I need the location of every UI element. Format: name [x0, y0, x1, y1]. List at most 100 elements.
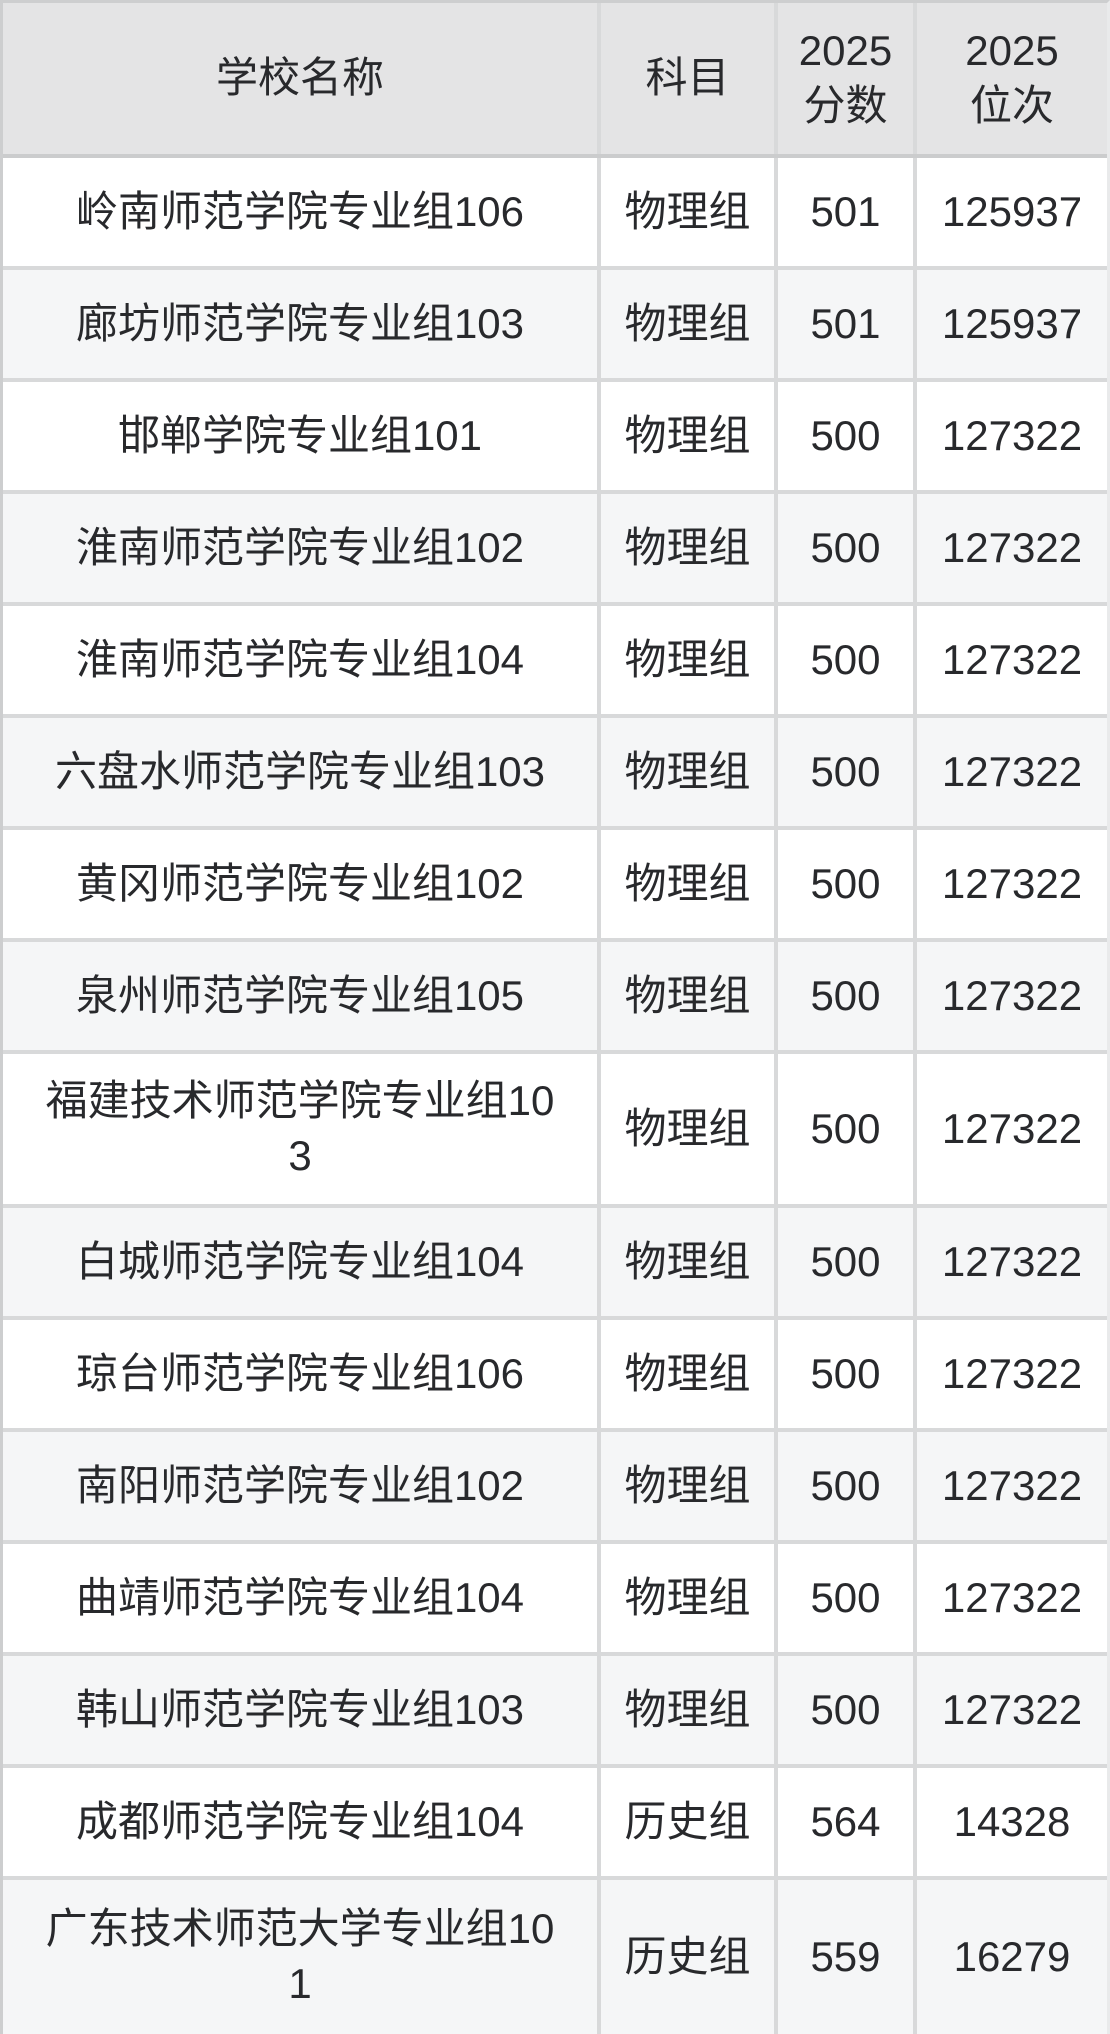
cell-rank: 127322 [917, 382, 1107, 490]
cell-rank-text: 127322 [941, 411, 1083, 459]
cell-school: 淮南师范学院专业组104 [3, 606, 601, 714]
cell-score: 500 [778, 494, 917, 602]
column-header-rank-2025: 2025 位次 [917, 3, 1107, 154]
cell-school-text: 淮南师范学院专业组104 [75, 635, 525, 683]
cell-subject-text: 物理组 [624, 187, 751, 235]
table-row: 福建技术师范学院专业组103 物理组 500 127322 [3, 1054, 1107, 1208]
cell-subject-text: 历史组 [624, 1797, 751, 1845]
cell-rank-text: 125937 [941, 299, 1083, 347]
cell-rank: 127322 [917, 718, 1107, 826]
cell-rank: 127322 [917, 1320, 1107, 1428]
cell-score: 500 [778, 830, 917, 938]
cell-subject-text: 物理组 [624, 635, 751, 683]
cell-school: 淮南师范学院专业组102 [3, 494, 601, 602]
cell-score: 564 [778, 1768, 917, 1876]
cell-subject: 物理组 [601, 1544, 778, 1652]
cell-score-text: 501 [810, 299, 881, 347]
cell-score: 501 [778, 270, 917, 378]
cell-subject-text: 物理组 [624, 1685, 751, 1733]
cell-school-text: 广东技术师范大学专业组101 [45, 1905, 555, 2007]
cell-school: 广东技术师范大学专业组101 [3, 1880, 601, 2034]
cell-school-text: 六盘水师范学院专业组103 [54, 747, 546, 795]
cell-school: 韩山师范学院专业组103 [3, 1656, 601, 1764]
cell-rank: 127322 [917, 494, 1107, 602]
cell-score-text: 500 [810, 411, 881, 459]
cell-rank: 127322 [917, 830, 1107, 938]
cell-score: 500 [778, 382, 917, 490]
cell-score-text: 501 [810, 187, 881, 235]
cell-score-text: 500 [810, 747, 881, 795]
cell-rank-text: 127322 [941, 1461, 1083, 1509]
cell-rank: 125937 [917, 270, 1107, 378]
cell-subject-text: 物理组 [624, 859, 751, 907]
table-row: 六盘水师范学院专业组103 物理组 500 127322 [3, 718, 1107, 830]
cell-subject: 物理组 [601, 494, 778, 602]
cell-rank: 16279 [917, 1880, 1107, 2034]
cell-subject-text: 物理组 [624, 299, 751, 347]
cell-score-text: 500 [810, 1237, 881, 1285]
cell-school-text: 淮南师范学院专业组102 [75, 523, 525, 571]
cell-school-text: 白城师范学院专业组104 [75, 1237, 525, 1285]
cell-score-text: 559 [810, 1932, 881, 1980]
cell-school-text: 泉州师范学院专业组105 [75, 971, 525, 1019]
cell-subject: 物理组 [601, 1320, 778, 1428]
cell-rank: 127322 [917, 942, 1107, 1050]
column-header-subject: 科目 [601, 3, 778, 154]
cell-subject-text: 物理组 [624, 1104, 751, 1152]
cell-school-text: 黄冈师范学院专业组102 [75, 859, 525, 907]
cell-subject-text: 物理组 [624, 1349, 751, 1397]
cell-score: 500 [778, 1432, 917, 1540]
cell-score: 500 [778, 1054, 917, 1204]
column-header-subject-text: 科目 [645, 54, 730, 102]
cell-subject-text: 物理组 [624, 1461, 751, 1509]
cell-score: 500 [778, 606, 917, 714]
cell-rank-text: 127322 [941, 1104, 1083, 1152]
table-row: 黄冈师范学院专业组102 物理组 500 127322 [3, 830, 1107, 942]
cell-school: 白城师范学院专业组104 [3, 1208, 601, 1316]
cell-score-text: 500 [810, 523, 881, 571]
table-row: 廊坊师范学院专业组103 物理组 501 125937 [3, 270, 1107, 382]
column-header-score-2025-text: 2025 分数 [798, 26, 893, 129]
table-header-row: 学校名称 科目 2025 分数 2025 位次 [3, 3, 1107, 158]
cell-school: 廊坊师范学院专业组103 [3, 270, 601, 378]
cell-subject-text: 历史组 [624, 1932, 751, 1980]
cell-school-text: 邯郸学院专业组101 [117, 411, 483, 459]
cell-score-text: 500 [810, 859, 881, 907]
cell-subject-text: 物理组 [624, 411, 751, 459]
cell-rank-text: 16279 [953, 1932, 1071, 1980]
cell-score: 501 [778, 158, 917, 266]
cell-school: 六盘水师范学院专业组103 [3, 718, 601, 826]
cell-school: 黄冈师范学院专业组102 [3, 830, 601, 938]
cell-score-text: 500 [810, 971, 881, 1019]
column-header-school: 学校名称 [3, 3, 601, 154]
cell-subject-text: 物理组 [624, 523, 751, 571]
cell-subject: 物理组 [601, 1656, 778, 1764]
cell-school-text: 福建技术师范学院专业组103 [45, 1077, 555, 1179]
cell-rank-text: 127322 [941, 1349, 1083, 1397]
cell-score-text: 564 [810, 1797, 881, 1845]
cell-score: 500 [778, 718, 917, 826]
cell-rank: 127322 [917, 1054, 1107, 1204]
table-row: 岭南师范学院专业组106 物理组 501 125937 [3, 158, 1107, 270]
cell-school: 琼台师范学院专业组106 [3, 1320, 601, 1428]
cell-score: 500 [778, 942, 917, 1050]
cell-subject-text: 物理组 [624, 1573, 751, 1621]
cell-school: 成都师范学院专业组104 [3, 1768, 601, 1876]
cell-subject: 物理组 [601, 382, 778, 490]
cell-rank: 125937 [917, 158, 1107, 266]
cell-school-text: 廊坊师范学院专业组103 [75, 299, 525, 347]
cell-subject: 物理组 [601, 158, 778, 266]
cell-rank: 127322 [917, 1432, 1107, 1540]
table-row: 南阳师范学院专业组102 物理组 500 127322 [3, 1432, 1107, 1544]
cell-score: 500 [778, 1208, 917, 1316]
cell-rank-text: 127322 [941, 1573, 1083, 1621]
cell-subject: 物理组 [601, 1432, 778, 1540]
column-header-rank-2025-text: 2025 位次 [965, 26, 1059, 129]
cell-school: 邯郸学院专业组101 [3, 382, 601, 490]
cell-score-text: 500 [810, 1685, 881, 1733]
cell-score-text: 500 [810, 635, 881, 683]
table-row: 淮南师范学院专业组104 物理组 500 127322 [3, 606, 1107, 718]
cell-subject: 物理组 [601, 830, 778, 938]
table-row: 白城师范学院专业组104 物理组 500 127322 [3, 1208, 1107, 1320]
